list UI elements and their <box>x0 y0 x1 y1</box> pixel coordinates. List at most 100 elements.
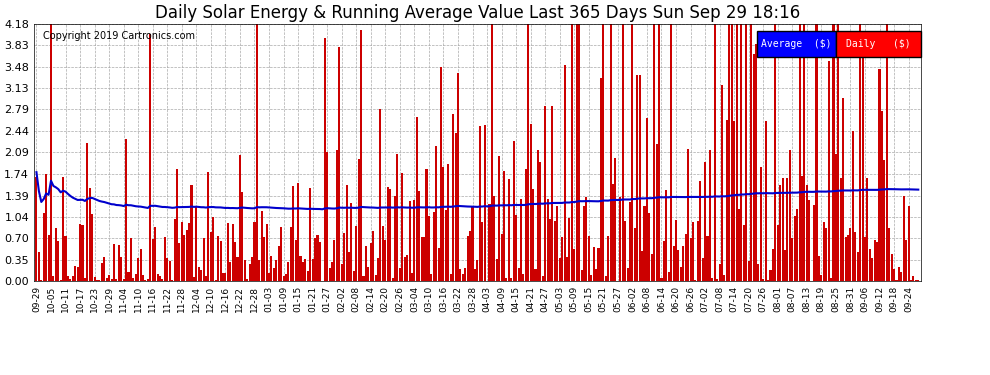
Bar <box>401 173 403 281</box>
Bar <box>685 234 687 281</box>
Bar <box>50 24 52 281</box>
Bar <box>542 276 544 281</box>
Bar <box>513 141 515 281</box>
Bar <box>479 126 481 281</box>
Bar <box>225 273 227 281</box>
Bar <box>464 268 466 281</box>
Bar <box>183 235 185 281</box>
Bar <box>406 255 408 281</box>
Bar <box>171 280 173 281</box>
Bar <box>704 162 706 281</box>
Bar <box>653 24 655 281</box>
Bar <box>329 268 331 281</box>
Bar <box>876 242 878 281</box>
Bar <box>556 206 558 281</box>
Bar <box>602 24 604 281</box>
Bar <box>449 274 451 281</box>
Bar <box>374 275 376 281</box>
Bar <box>273 268 275 281</box>
Bar <box>469 231 471 281</box>
Bar <box>474 269 476 281</box>
Bar <box>244 260 246 281</box>
Bar <box>138 258 140 281</box>
Bar <box>46 174 48 281</box>
Bar <box>675 220 677 281</box>
Bar <box>597 248 600 281</box>
Bar <box>248 264 250 281</box>
Bar <box>459 269 461 281</box>
Bar <box>799 24 801 281</box>
Bar <box>861 33 863 281</box>
Bar <box>222 273 224 281</box>
Bar <box>551 106 553 281</box>
Bar <box>525 169 527 281</box>
Bar <box>379 109 381 281</box>
Bar <box>181 222 183 281</box>
Bar <box>663 241 665 281</box>
Bar <box>69 279 71 281</box>
Bar <box>637 75 639 281</box>
Bar <box>193 277 195 281</box>
Bar <box>234 242 237 281</box>
Bar <box>908 206 910 281</box>
Bar <box>665 190 667 281</box>
Bar <box>682 246 684 281</box>
Bar <box>414 200 416 281</box>
Bar <box>239 155 241 281</box>
Bar <box>421 237 423 281</box>
Bar <box>253 222 255 281</box>
Bar <box>488 204 490 281</box>
Bar <box>905 240 907 281</box>
Bar <box>438 248 440 281</box>
Bar <box>794 216 796 281</box>
Bar <box>622 24 624 281</box>
Bar <box>230 262 232 281</box>
Bar <box>801 176 803 281</box>
Bar <box>404 257 406 281</box>
Bar <box>265 224 267 281</box>
Bar <box>600 78 602 281</box>
Bar <box>898 267 900 281</box>
Bar <box>135 274 137 281</box>
Bar <box>707 236 709 281</box>
Bar <box>714 24 716 281</box>
Bar <box>486 280 488 281</box>
Bar <box>590 275 592 281</box>
Bar <box>300 256 302 281</box>
Bar <box>573 249 575 281</box>
Bar <box>357 159 359 281</box>
Bar <box>282 276 284 281</box>
Bar <box>813 205 815 281</box>
Bar <box>796 209 798 281</box>
Bar <box>851 131 854 281</box>
Bar <box>440 67 443 281</box>
Bar <box>913 276 915 281</box>
Bar <box>409 201 411 281</box>
Bar <box>734 121 736 281</box>
Bar <box>237 257 239 281</box>
Bar <box>81 225 83 281</box>
Bar <box>634 228 636 281</box>
Bar <box>347 252 350 281</box>
Bar <box>716 279 718 281</box>
Bar <box>895 279 898 281</box>
Bar <box>864 237 866 281</box>
Bar <box>118 245 120 281</box>
Bar <box>747 261 749 281</box>
Bar <box>724 275 726 281</box>
Bar <box>736 24 738 281</box>
Bar <box>615 158 617 281</box>
Bar <box>367 267 369 281</box>
Bar <box>163 237 166 281</box>
Bar <box>501 234 503 281</box>
Bar <box>648 213 650 281</box>
Title: Daily Solar Energy & Running Average Value Last 365 Days Sun Sep 29 18:16: Daily Solar Energy & Running Average Val… <box>154 4 800 22</box>
Bar <box>712 278 714 281</box>
Bar <box>232 224 234 281</box>
Bar <box>297 183 299 281</box>
Bar <box>48 235 50 281</box>
Bar <box>319 242 321 281</box>
Bar <box>255 24 258 281</box>
Bar <box>362 276 364 281</box>
Bar <box>133 278 135 281</box>
